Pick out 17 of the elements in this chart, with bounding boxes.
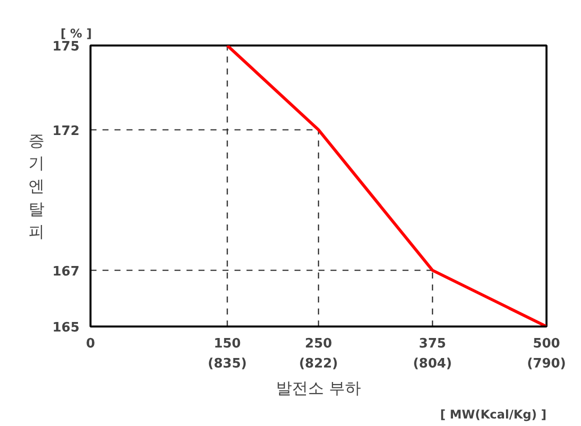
x-tick-label: 0 (86, 336, 96, 352)
text: (804) (412, 356, 452, 372)
text: [ % ] (60, 26, 92, 40)
y-tick-label: 167 (52, 264, 80, 280)
text: (835) (208, 356, 247, 372)
y-tick-label: 172 (52, 124, 80, 139)
text: (790) (526, 356, 566, 372)
text: (822) (298, 356, 338, 372)
y-axis-title: 증기엔탈피 (28, 130, 44, 242)
x-tick-label: 150 (214, 336, 241, 352)
y-tick-label: 175 (52, 40, 80, 54)
x-tick-label: 375 (418, 336, 446, 352)
x-tick-label: 500 (532, 336, 560, 352)
x-tick-label: 250 (304, 336, 332, 352)
y-tick-label: 165 (52, 320, 80, 336)
text: [ MW(Kcal/Kg) ] (440, 408, 547, 422)
x-axis-title: 발전소 부하 (276, 378, 362, 398)
